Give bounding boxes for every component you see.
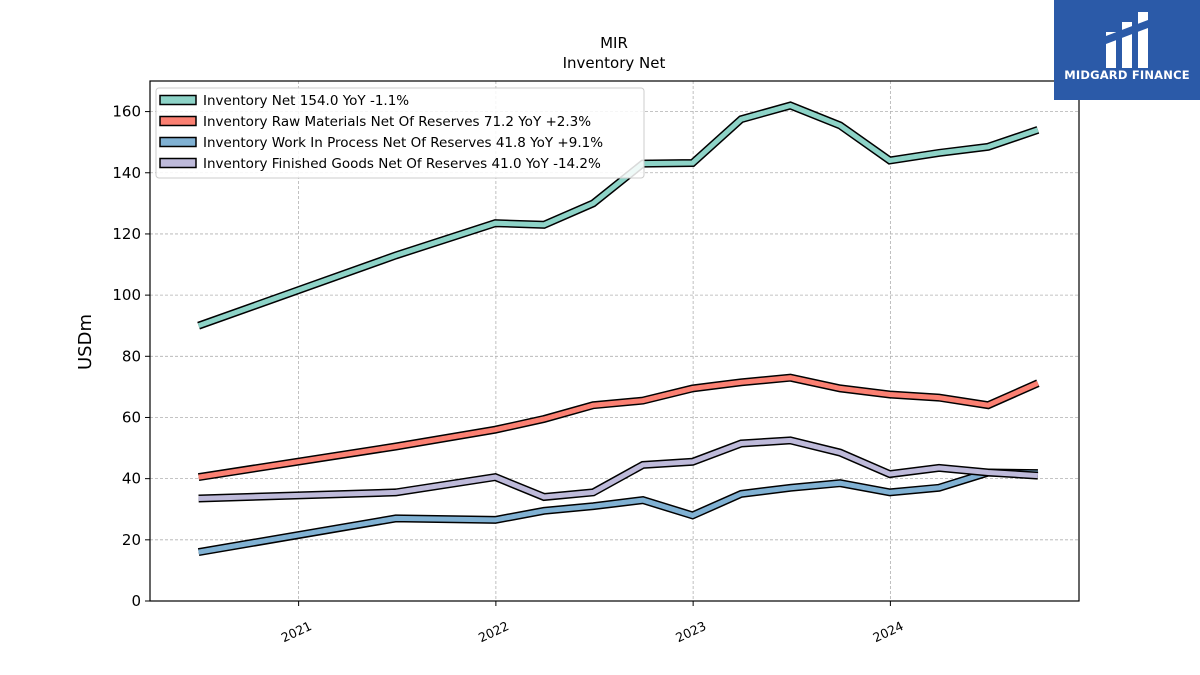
series-lines: [197, 101, 1040, 557]
legend-swatch: [159, 115, 197, 127]
series-line: [198, 375, 1039, 480]
y-tick-label: 120: [112, 225, 141, 243]
y-axis-label: USDm: [75, 314, 96, 370]
legend-box: [155, 87, 645, 179]
y-tick-label: 20: [122, 531, 141, 549]
brand-name: MIDGARD FINANCE: [1064, 68, 1190, 82]
y-tick-label: 60: [122, 408, 141, 426]
legend-swatch: [159, 157, 197, 169]
y-tick-label: 140: [112, 164, 141, 182]
x-axis: 2021 2022 2023 2024: [279, 601, 906, 645]
y-tick-label: 160: [112, 103, 141, 121]
series-line: [198, 437, 1039, 501]
x-tick-label: 2021: [279, 618, 314, 645]
series-outline: [197, 373, 1040, 482]
legend: Inventory Net 154.0 YoY -1.1% Inventory R…: [155, 87, 645, 179]
legend-label: Inventory Work In Process Net Of Reserve…: [203, 135, 603, 151]
y-tick-label: 40: [122, 470, 141, 488]
brand-logo: MIDGARD FINANCE: [1054, 0, 1200, 100]
y-axis: 0 20 40 60 80 100 120 140 160: [112, 103, 150, 610]
legend-swatch: [159, 94, 197, 106]
plot-frame: [149, 80, 1080, 602]
y-tick-label: 0: [131, 592, 141, 610]
chart-subtitle: Inventory Net: [563, 54, 666, 72]
y-tick-label: 100: [112, 286, 141, 304]
chart-title: MIR: [600, 34, 628, 52]
legend-swatch: [159, 136, 197, 148]
brand-mark-icon: [1106, 12, 1148, 68]
series-line: [197, 102, 1039, 329]
legend-label: Inventory Net 154.0 YoY -1.1%: [203, 93, 409, 109]
legend-label: Inventory Raw Materials Net Of Reserves …: [203, 114, 591, 130]
x-tick-label: 2024: [870, 618, 905, 645]
y-tick-label: 80: [122, 347, 141, 365]
legend-label: Inventory Finished Goods Net Of Reserves…: [203, 156, 601, 172]
x-tick-label: 2022: [476, 618, 511, 645]
series-line: [198, 469, 1038, 555]
x-tick-label: 2023: [673, 618, 708, 645]
